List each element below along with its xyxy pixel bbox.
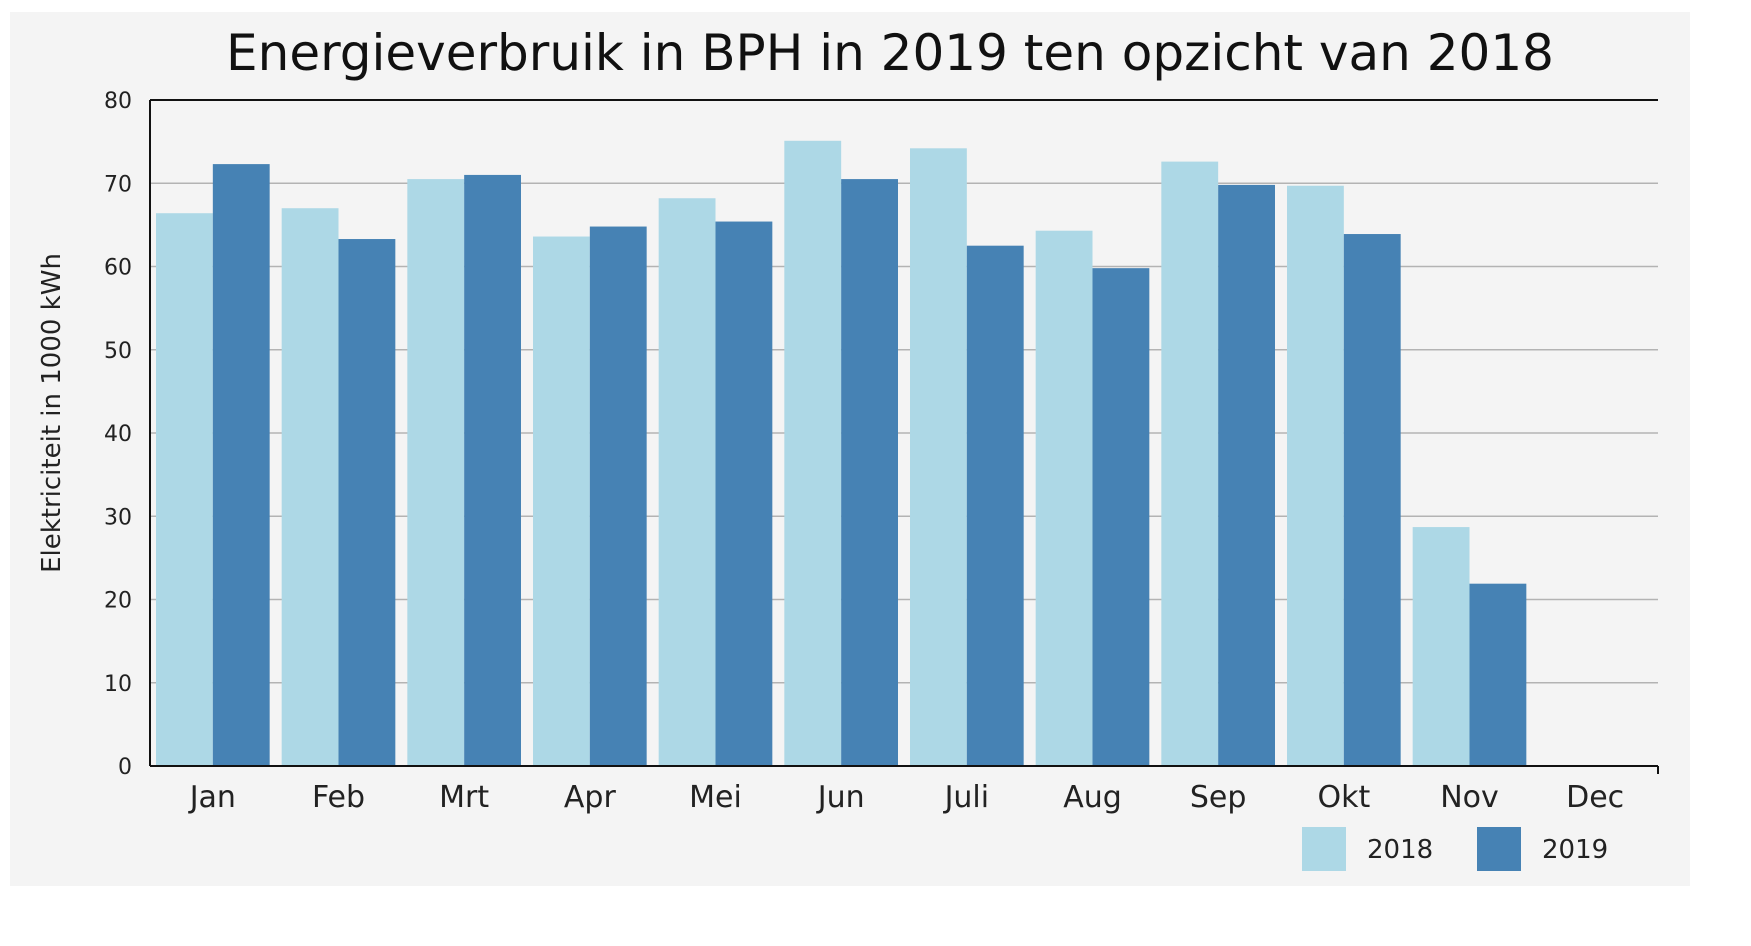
bar-2018-Sep xyxy=(1161,161,1219,767)
y-tick-label-0: 0 xyxy=(118,755,132,780)
bar-2019-Jun xyxy=(841,179,898,766)
bar-2018-Feb xyxy=(281,208,339,767)
x-tick-label-Jan: Jan xyxy=(188,780,236,815)
bar-2019-Mei xyxy=(715,221,773,767)
x-tick-label-Sep: Sep xyxy=(1190,780,1247,815)
y-tick-label-30: 30 xyxy=(104,505,132,530)
bar-2018-Okt xyxy=(1287,185,1344,766)
bar-2018-Nov xyxy=(1412,527,1470,766)
bar-2019-Juli xyxy=(966,245,1024,766)
y-tick-label-70: 70 xyxy=(104,172,132,197)
x-tick-label-Dec: Dec xyxy=(1566,780,1624,815)
legend-swatch-2019 xyxy=(1477,827,1521,871)
y-tick-labels: 0 10 20 30 40 50 60 70 80 xyxy=(104,89,132,780)
y-tick-label-80: 80 xyxy=(104,89,132,114)
bar-2019-Nov xyxy=(1469,583,1527,766)
legend-label-2018: 2018 xyxy=(1367,835,1433,865)
y-tick-label-60: 60 xyxy=(104,256,132,281)
bar-2019-Apr xyxy=(589,226,647,767)
axes xyxy=(149,100,1659,774)
bar-2018-Apr xyxy=(533,236,590,766)
x-tick-label-Feb: Feb xyxy=(312,780,365,815)
bar-2019-Feb xyxy=(338,239,396,767)
y-tick-label-10: 10 xyxy=(104,672,132,697)
gridlines xyxy=(150,99,1658,684)
y-tick-label-20: 20 xyxy=(104,589,132,614)
bar-2018-Jun xyxy=(784,140,842,767)
x-tick-label-Mei: Mei xyxy=(689,780,742,815)
bar-2018-Jan xyxy=(156,213,213,767)
x-tick-label-Juli: Juli xyxy=(943,780,990,815)
bar-2018-Mei xyxy=(658,198,716,767)
bar-2019-Jan xyxy=(212,164,270,767)
y-axis-label: Elektriciteit in 1000 kWh xyxy=(37,253,67,573)
bar-2018-Aug xyxy=(1035,230,1093,766)
x-tick-labels: Jan Feb Mrt Apr Mei Jun Juli Aug Sep Okt Nov Dec xyxy=(188,780,1624,815)
y-tick-label-40: 40 xyxy=(104,422,132,447)
legend-label-2019: 2019 xyxy=(1542,835,1608,865)
bar-2018-Juli xyxy=(910,148,967,766)
legend: 2018 2019 xyxy=(1302,827,1608,871)
y-tick-label-50: 50 xyxy=(104,339,132,364)
bars xyxy=(156,140,1527,767)
x-tick-label-Apr: Apr xyxy=(564,780,617,815)
x-tick-label-Mrt: Mrt xyxy=(439,780,489,815)
bar-2019-Aug xyxy=(1092,268,1150,766)
bar-2019-Okt xyxy=(1343,234,1401,767)
legend-swatch-2018 xyxy=(1302,827,1346,871)
bar-2018-Mrt xyxy=(407,179,465,766)
bar-2019-Sep xyxy=(1218,184,1275,767)
x-tick-label-Jun: Jun xyxy=(816,780,865,815)
x-tick-label-Aug: Aug xyxy=(1063,780,1122,815)
x-tick-label-Okt: Okt xyxy=(1317,780,1370,815)
chart-title: Energieverbruik in BPH in 2019 ten opzic… xyxy=(226,24,1554,82)
x-tick-label-Nov: Nov xyxy=(1440,780,1499,815)
bar-2019-Mrt xyxy=(464,174,521,767)
